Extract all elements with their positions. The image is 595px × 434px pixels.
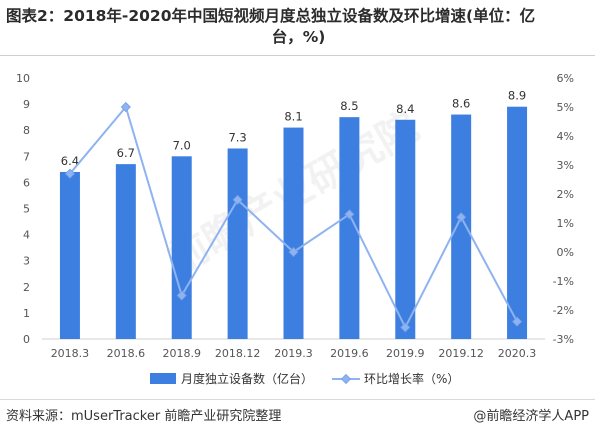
bar-2018.12 [227,148,248,339]
x-tick-label: 2020.3 [498,347,537,360]
x-tick-label: 2018.9 [162,347,201,360]
x-tick-label: 2019.3 [274,347,313,360]
y-left-tick-label: 5 [23,203,30,216]
bar-value-label: 8.5 [340,99,358,113]
bar-value-label: 8.4 [396,102,414,116]
bar-value-label: 8.9 [508,89,526,103]
y-right-tick-label: 5% [557,101,574,114]
bar-value-label: 7.0 [173,138,191,152]
y-right-tick-label: -1% [553,275,574,288]
y-left-tick-label: 0 [23,333,30,346]
y-right-tick-label: 4% [557,130,574,143]
brand-credit-text: @前瞻经济学人APP [473,409,589,424]
x-tick-label: 2018.3 [51,347,90,360]
legend-line-marker [340,373,352,385]
growth-rate-marker-2018.12 [232,194,243,205]
y-right-tick-label: -3% [553,333,574,346]
source-note: 资料来源：mUserTracker 前瞻产业研究院整理 [6,409,282,424]
y-left-tick-label: 2 [23,281,30,294]
bar-value-label: 6.7 [117,146,135,160]
legend-bar-label: 月度独立设备数（亿台） [181,371,313,386]
growth-rate-marker-2019.3 [288,246,299,258]
bar-2018.9 [171,156,192,339]
footer-divider [0,399,595,400]
y-left-tick-label: 10 [16,72,30,85]
bar-2019.9 [395,119,416,339]
growth-rate-marker-2019.9 [400,322,411,333]
y-right-tick-label: 6% [557,72,574,85]
growth-rate-marker-2020.3 [511,316,523,327]
bar-value-label: 6.4 [61,154,79,168]
bar-2020.3 [507,106,528,340]
growth-rate-marker-2018.9 [176,290,187,301]
growth-rate-marker-2018.3 [64,168,76,179]
y-left-tick-label: 1 [23,307,30,320]
y-left-tick-label: 7 [23,150,30,163]
y-right-tick-label: -2% [553,304,574,317]
x-tick-label: 2018.6 [107,347,146,360]
title-divider [0,55,595,56]
bar-2018.6 [115,164,136,339]
growth-rate-marker-2018.6 [120,101,131,113]
x-tick-label: 2019.12 [438,347,484,360]
legend-line-label: 环比增长率（%） [364,371,459,386]
y-left-tick-label: 4 [23,229,30,242]
x-tick-label: 2019.9 [386,347,425,360]
y-right-tick-label: 1% [557,217,574,230]
x-tick-label: 2019.6 [330,347,369,360]
bar-2019.3 [283,127,304,339]
chart-title-line1: 图表2：2018年-2020年中国短视频月度总独立设备数及环比增速(单位：亿 [6,7,536,25]
bar-2019.6 [339,117,360,340]
chart-title-line2: 台，%) [271,28,326,46]
y-left-tick-label: 9 [23,98,30,111]
y-right-tick-label: 0% [557,246,574,259]
growth-rate-marker-2019.6 [344,209,355,220]
x-tick-label: 2018.12 [215,347,261,360]
y-left-tick-label: 8 [23,124,30,137]
bar-2018.3 [59,171,80,339]
legend-bar-swatch [150,373,176,384]
bar-value-label: 8.6 [452,97,470,111]
brand-credit: @前瞻经济学人APP [473,405,589,424]
bar-2019.12 [451,114,472,339]
y-left-tick-label: 6 [23,176,30,189]
y-left-tick-label: 3 [23,255,30,268]
y-right-tick-label: 3% [557,159,574,172]
growth-rate-marker-2019.12 [456,212,467,223]
bar-value-label: 7.3 [228,130,246,144]
chart-title: 图表2：2018年-2020年中国短视频月度总独立设备数及环比增速(单位：亿 台… [6,6,591,48]
y-right-tick-label: 2% [557,188,574,201]
bar-value-label: 8.1 [284,110,302,124]
